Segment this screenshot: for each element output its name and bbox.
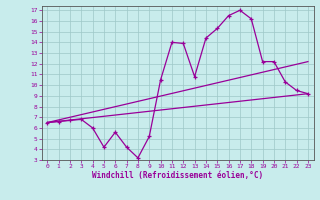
X-axis label: Windchill (Refroidissement éolien,°C): Windchill (Refroidissement éolien,°C) (92, 171, 263, 180)
